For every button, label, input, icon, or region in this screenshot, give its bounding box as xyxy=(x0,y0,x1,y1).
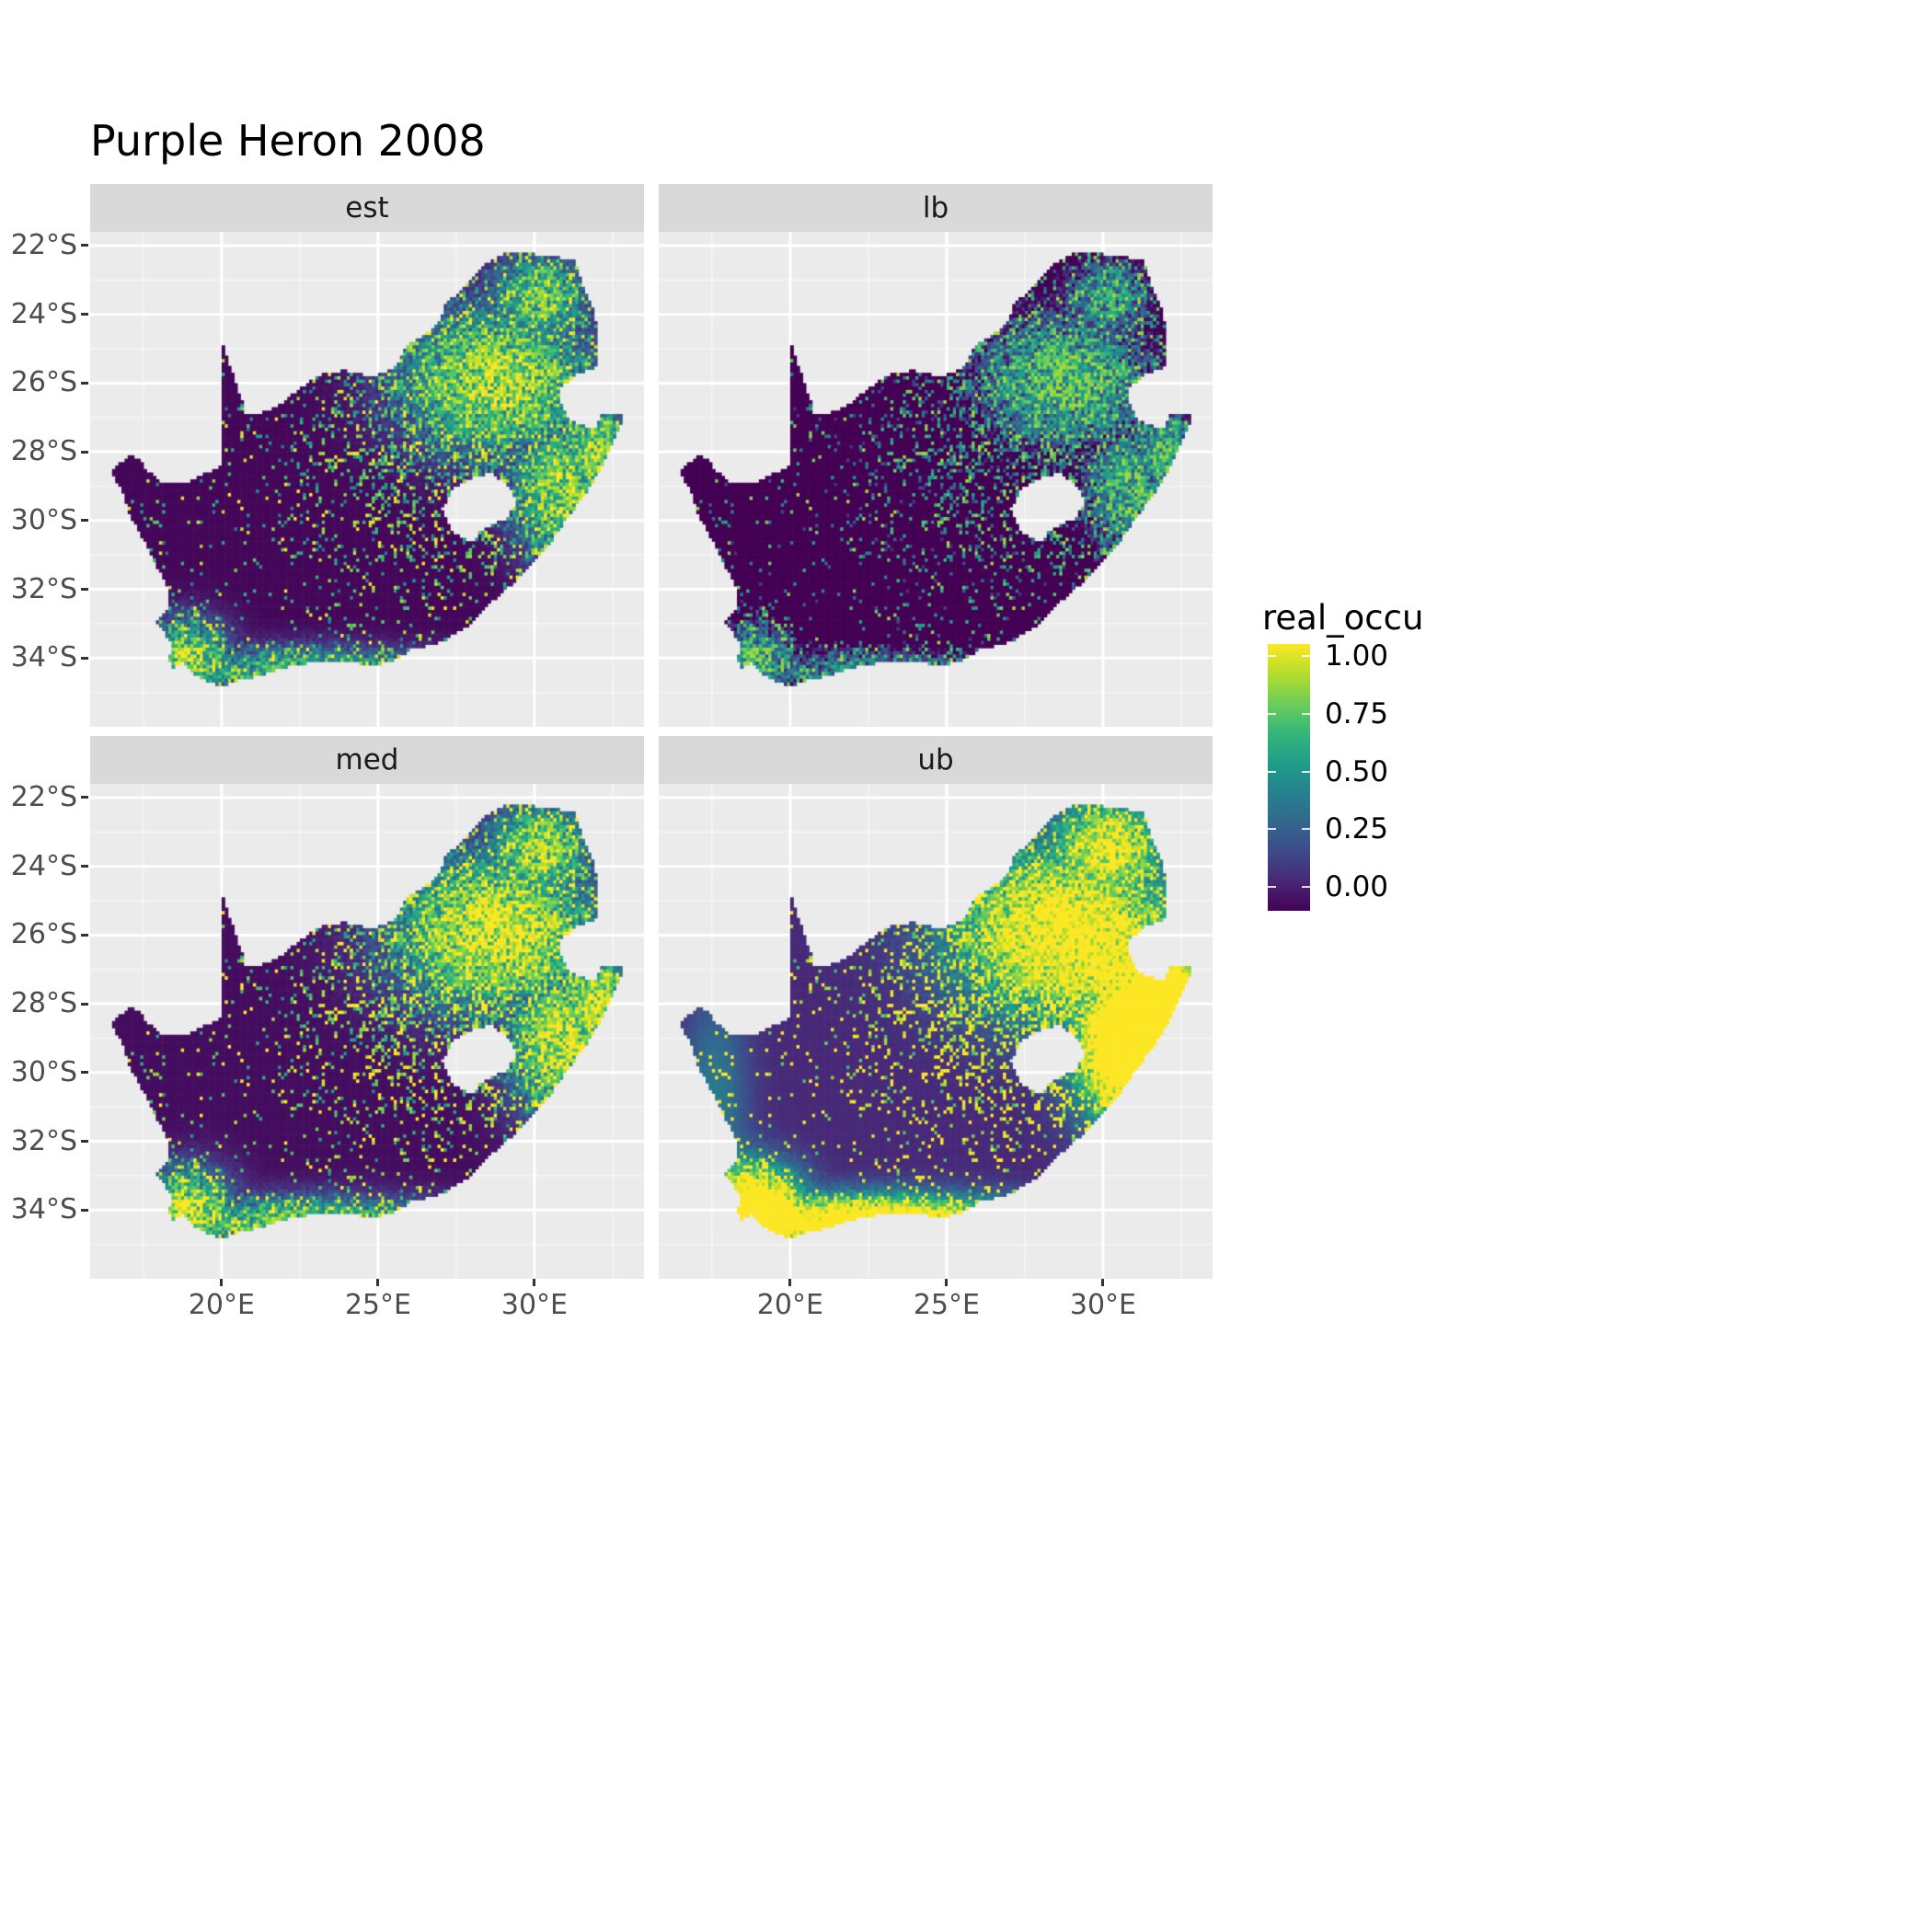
legend-tick-label: 0.75 xyxy=(1325,696,1389,730)
y-tick-label: 28°S xyxy=(10,435,77,468)
facet-label-est: est xyxy=(345,191,389,224)
y-axis-tick xyxy=(81,244,88,247)
x-axis-tick xyxy=(533,1279,536,1286)
x-axis-tick xyxy=(220,1279,224,1286)
plot-title: Purple Heron 2008 xyxy=(90,116,486,166)
map-canvas-est xyxy=(90,232,644,727)
y-tick-label: 34°S xyxy=(10,641,77,674)
y-axis-tick xyxy=(81,313,88,316)
y-axis-tick xyxy=(81,1208,88,1212)
x-tick-label: 30°E xyxy=(500,1289,569,1321)
x-tick-label: 25°E xyxy=(344,1289,411,1321)
legend-tick xyxy=(1302,712,1310,715)
y-tick-label: 28°S xyxy=(10,987,77,1020)
y-axis-tick xyxy=(81,588,88,592)
legend-colorbar xyxy=(1268,644,1310,911)
legend-title: real_occu xyxy=(1262,598,1424,638)
map-canvas-med xyxy=(90,784,644,1279)
legend-tick-label: 0.25 xyxy=(1325,812,1389,846)
x-tick-label: 25°E xyxy=(913,1289,980,1321)
y-axis-tick xyxy=(81,796,88,799)
x-axis-tick xyxy=(788,1279,792,1286)
map-canvas-ub xyxy=(659,784,1213,1279)
legend-tick xyxy=(1268,886,1276,888)
map-canvas-lb xyxy=(659,232,1213,727)
y-tick-label: 24°S xyxy=(10,849,77,882)
x-tick-label: 30°E xyxy=(1069,1289,1137,1321)
x-tick-label: 20°E xyxy=(188,1289,255,1321)
y-axis-tick xyxy=(81,1140,88,1144)
legend-tick xyxy=(1302,770,1310,773)
x-axis-tick xyxy=(1101,1279,1105,1286)
y-tick-label: 22°S xyxy=(10,780,77,813)
legend-tick xyxy=(1268,828,1276,831)
facet-strip-est: est xyxy=(90,184,644,232)
y-axis-tick xyxy=(81,1002,88,1006)
facet-strip-lb: lb xyxy=(659,184,1213,232)
y-tick-label: 26°S xyxy=(10,918,77,951)
x-axis-tick xyxy=(376,1279,380,1286)
y-tick-label: 30°S xyxy=(10,1055,77,1088)
facet-label-lb: lb xyxy=(922,191,949,224)
legend-tick xyxy=(1302,655,1310,657)
legend-tick-label: 0.00 xyxy=(1325,870,1389,903)
y-axis-tick xyxy=(81,656,88,660)
facet-label-med: med xyxy=(335,743,399,776)
legend-tick xyxy=(1268,712,1276,715)
legend-tick xyxy=(1302,886,1310,888)
legend-tick-label: 1.00 xyxy=(1325,639,1389,673)
x-axis-tick xyxy=(945,1279,949,1286)
facet-strip-ub: ub xyxy=(659,736,1213,784)
facet-strip-med: med xyxy=(90,736,644,784)
y-axis-tick xyxy=(81,865,88,868)
y-tick-label: 26°S xyxy=(10,366,77,399)
y-axis-tick xyxy=(81,1071,88,1075)
legend-tick xyxy=(1268,655,1276,657)
y-axis-tick xyxy=(81,933,88,937)
facet-label-ub: ub xyxy=(917,743,954,776)
y-tick-label: 34°S xyxy=(10,1193,77,1226)
y-tick-label: 22°S xyxy=(10,228,77,261)
legend-tick-label: 0.50 xyxy=(1325,754,1389,788)
y-tick-label: 24°S xyxy=(10,297,77,330)
legend-tick xyxy=(1268,770,1276,773)
y-tick-label: 30°S xyxy=(10,503,77,536)
y-axis-tick xyxy=(81,450,88,454)
y-axis-tick xyxy=(81,519,88,523)
y-tick-label: 32°S xyxy=(10,1124,77,1157)
y-axis-tick xyxy=(81,381,88,385)
legend-tick xyxy=(1302,828,1310,831)
x-tick-label: 20°E xyxy=(756,1289,823,1321)
y-tick-label: 32°S xyxy=(10,572,77,605)
